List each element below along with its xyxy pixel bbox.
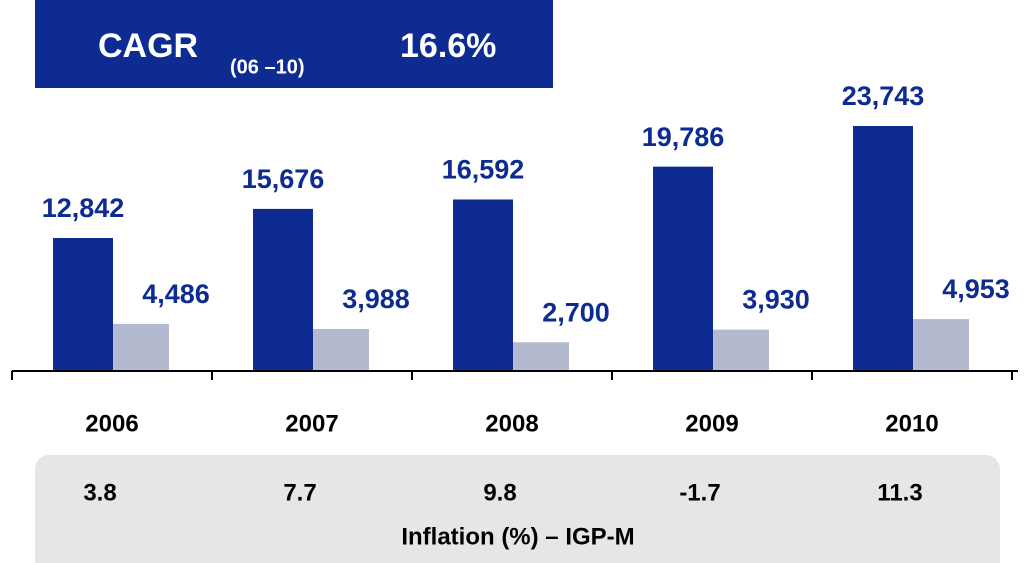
value-label: 4,953 (942, 274, 1010, 304)
bar (513, 342, 569, 370)
bar (313, 329, 369, 370)
value-label: 12,842 (42, 193, 125, 223)
value-label: 19,786 (642, 122, 725, 152)
cagr-box (35, 0, 553, 88)
x-tick-label: 2008 (485, 410, 538, 437)
cagr-label: CAGR (98, 27, 198, 65)
value-label: 2,700 (542, 297, 610, 327)
x-tick-label: 2006 (85, 410, 138, 437)
bar (453, 199, 513, 370)
inflation-box (35, 455, 1000, 563)
inflation-value: 7.7 (283, 479, 316, 506)
bar (653, 166, 713, 370)
inflation-value: 9.8 (483, 479, 516, 506)
value-label: 15,676 (242, 164, 325, 194)
bar (53, 238, 113, 370)
x-tick-label: 2007 (285, 410, 338, 437)
value-label: 16,592 (442, 155, 525, 185)
cagr-period: (06 –10) (230, 56, 305, 78)
bar (113, 323, 169, 370)
x-tick-label: 2009 (685, 410, 738, 437)
bar (913, 319, 969, 370)
inflation-label: Inflation (%) – IGP-M (401, 523, 634, 550)
value-label: 3,988 (342, 284, 410, 314)
x-tick-label: 2010 (885, 410, 938, 437)
cagr-value: 16.6% (400, 27, 496, 65)
inflation-value: 11.3 (877, 479, 922, 506)
inflation-value: -1.7 (679, 479, 720, 506)
bar (853, 126, 913, 370)
bar (713, 329, 769, 370)
value-label: 3,930 (742, 285, 810, 315)
bar (253, 208, 313, 370)
inflation-value: 3.8 (83, 479, 116, 506)
value-label: 23,743 (842, 81, 925, 111)
value-label: 4,486 (142, 279, 210, 309)
